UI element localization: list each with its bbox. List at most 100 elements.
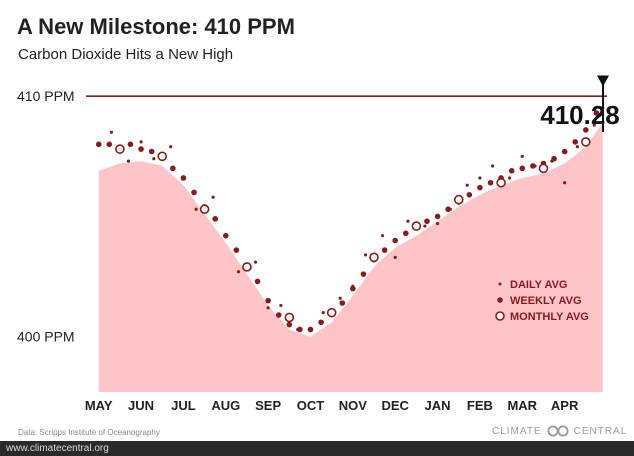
x-tick-label: JUL	[171, 398, 196, 413]
weekly-point	[254, 278, 261, 285]
monthly-point	[284, 312, 295, 323]
weekly-point	[148, 148, 155, 155]
daily-point	[363, 253, 368, 257]
weekly-point	[307, 326, 314, 333]
weekly-point	[466, 191, 473, 198]
area-fill	[98, 122, 603, 392]
weekly-point	[212, 216, 218, 222]
x-tick-label: OCT	[297, 398, 325, 413]
brand-name-right: CENTRAL	[573, 425, 628, 437]
daily-point	[592, 123, 596, 127]
daily-point	[393, 255, 397, 259]
weekly-point	[519, 165, 526, 172]
chart-title: A New Milestone: 410 PPM	[17, 14, 295, 39]
daily-point	[435, 222, 440, 226]
weekly-point	[424, 218, 430, 225]
weekly-point	[434, 213, 441, 220]
x-tick-label: MAY	[85, 398, 113, 413]
weekly-point	[403, 230, 409, 237]
weekly-point	[297, 326, 303, 333]
monthly-point	[411, 221, 422, 231]
x-tick-label: NOV	[339, 398, 368, 413]
weekly-point	[106, 141, 113, 148]
legend-label: DAILY AVG	[510, 279, 567, 291]
weekly-point	[360, 271, 367, 277]
monthly-point	[369, 252, 379, 263]
weekly-point	[127, 141, 134, 148]
x-tick-label: MAR	[507, 398, 537, 413]
footer-bar: www.climatecentral.org	[0, 441, 634, 456]
brand-name-left: CLIMATE	[492, 425, 542, 437]
x-tick-label: APR	[551, 398, 579, 413]
monthly-point	[581, 137, 591, 147]
monthly-point	[157, 151, 168, 162]
weekly-point	[392, 237, 399, 244]
legend-monthly-marker	[495, 311, 505, 321]
weekly-point	[508, 167, 515, 174]
daily-point	[465, 183, 469, 187]
daily-point	[321, 311, 325, 315]
daily-point	[478, 176, 482, 180]
daily-point	[338, 296, 342, 300]
brand-link-icon	[547, 425, 569, 437]
weekly-point	[191, 189, 197, 196]
daily-point	[211, 195, 215, 199]
x-tick-label: JUN	[128, 398, 154, 413]
monthly-point	[496, 177, 506, 188]
weekly-point	[180, 175, 187, 181]
x-tick-label: DEC	[381, 398, 409, 413]
monthly-point	[199, 204, 210, 215]
daily-point	[491, 164, 495, 168]
weekly-point	[551, 155, 557, 162]
monthly-point	[326, 307, 337, 318]
legend-label: MONTHLY AVG	[510, 311, 589, 323]
y-tick-label: 410 PPM	[17, 88, 75, 104]
weekly-point	[233, 247, 240, 253]
weekly-point	[487, 179, 494, 186]
legend-label: WEEKLY AVG	[510, 295, 582, 307]
daily-point	[563, 181, 567, 185]
daily-point	[507, 176, 512, 180]
weekly-point	[445, 206, 451, 213]
x-tick-label: JAN	[425, 398, 451, 413]
weekly-point	[95, 141, 102, 148]
weekly-point	[381, 247, 388, 253]
x-tick-label: SEP	[255, 398, 281, 413]
weekly-point	[561, 148, 568, 155]
weekly-point	[138, 146, 144, 152]
monthly-point	[538, 163, 549, 174]
weekly-point	[477, 184, 483, 191]
daily-point	[126, 159, 130, 163]
co2-chart: 400 PPM 410 PPM MAY JUN JUL AUG SEP OCT NOV DEC JA…	[17, 75, 620, 413]
weekly-point	[583, 127, 589, 133]
weekly-point	[318, 319, 324, 326]
peak-value-label: 410.28	[540, 100, 620, 130]
monthly-point	[242, 262, 252, 272]
weekly-point	[350, 285, 356, 292]
weekly-point	[286, 321, 293, 328]
legend-weekly-marker	[497, 297, 503, 303]
daily-point	[194, 207, 198, 211]
daily-point	[423, 224, 427, 228]
x-tick-label: FEB	[467, 398, 493, 413]
daily-point	[406, 219, 410, 223]
daily-point	[169, 145, 173, 149]
weekly-point	[530, 163, 536, 169]
chart-subtitle: Carbon Dioxide Hits a New High	[18, 46, 234, 63]
monthly-point	[115, 144, 125, 154]
weekly-point	[572, 139, 579, 145]
daily-point	[139, 140, 143, 144]
daily-point	[266, 306, 270, 310]
daily-point	[236, 270, 241, 274]
weekly-point	[275, 312, 282, 318]
daily-point	[520, 154, 524, 158]
weekly-point	[593, 110, 600, 116]
y-tick-label: 400 PPM	[17, 329, 75, 345]
x-tick-label: AUG	[211, 398, 240, 413]
daily-point	[109, 130, 114, 134]
brand-logo: CLIMATE CENTRAL	[492, 425, 627, 437]
data-source: Data: Scripps Institute of Oceanography	[18, 428, 160, 437]
daily-point	[279, 303, 283, 308]
website-link[interactable]: www.climatecentral.org	[6, 443, 109, 454]
daily-point	[380, 234, 385, 238]
